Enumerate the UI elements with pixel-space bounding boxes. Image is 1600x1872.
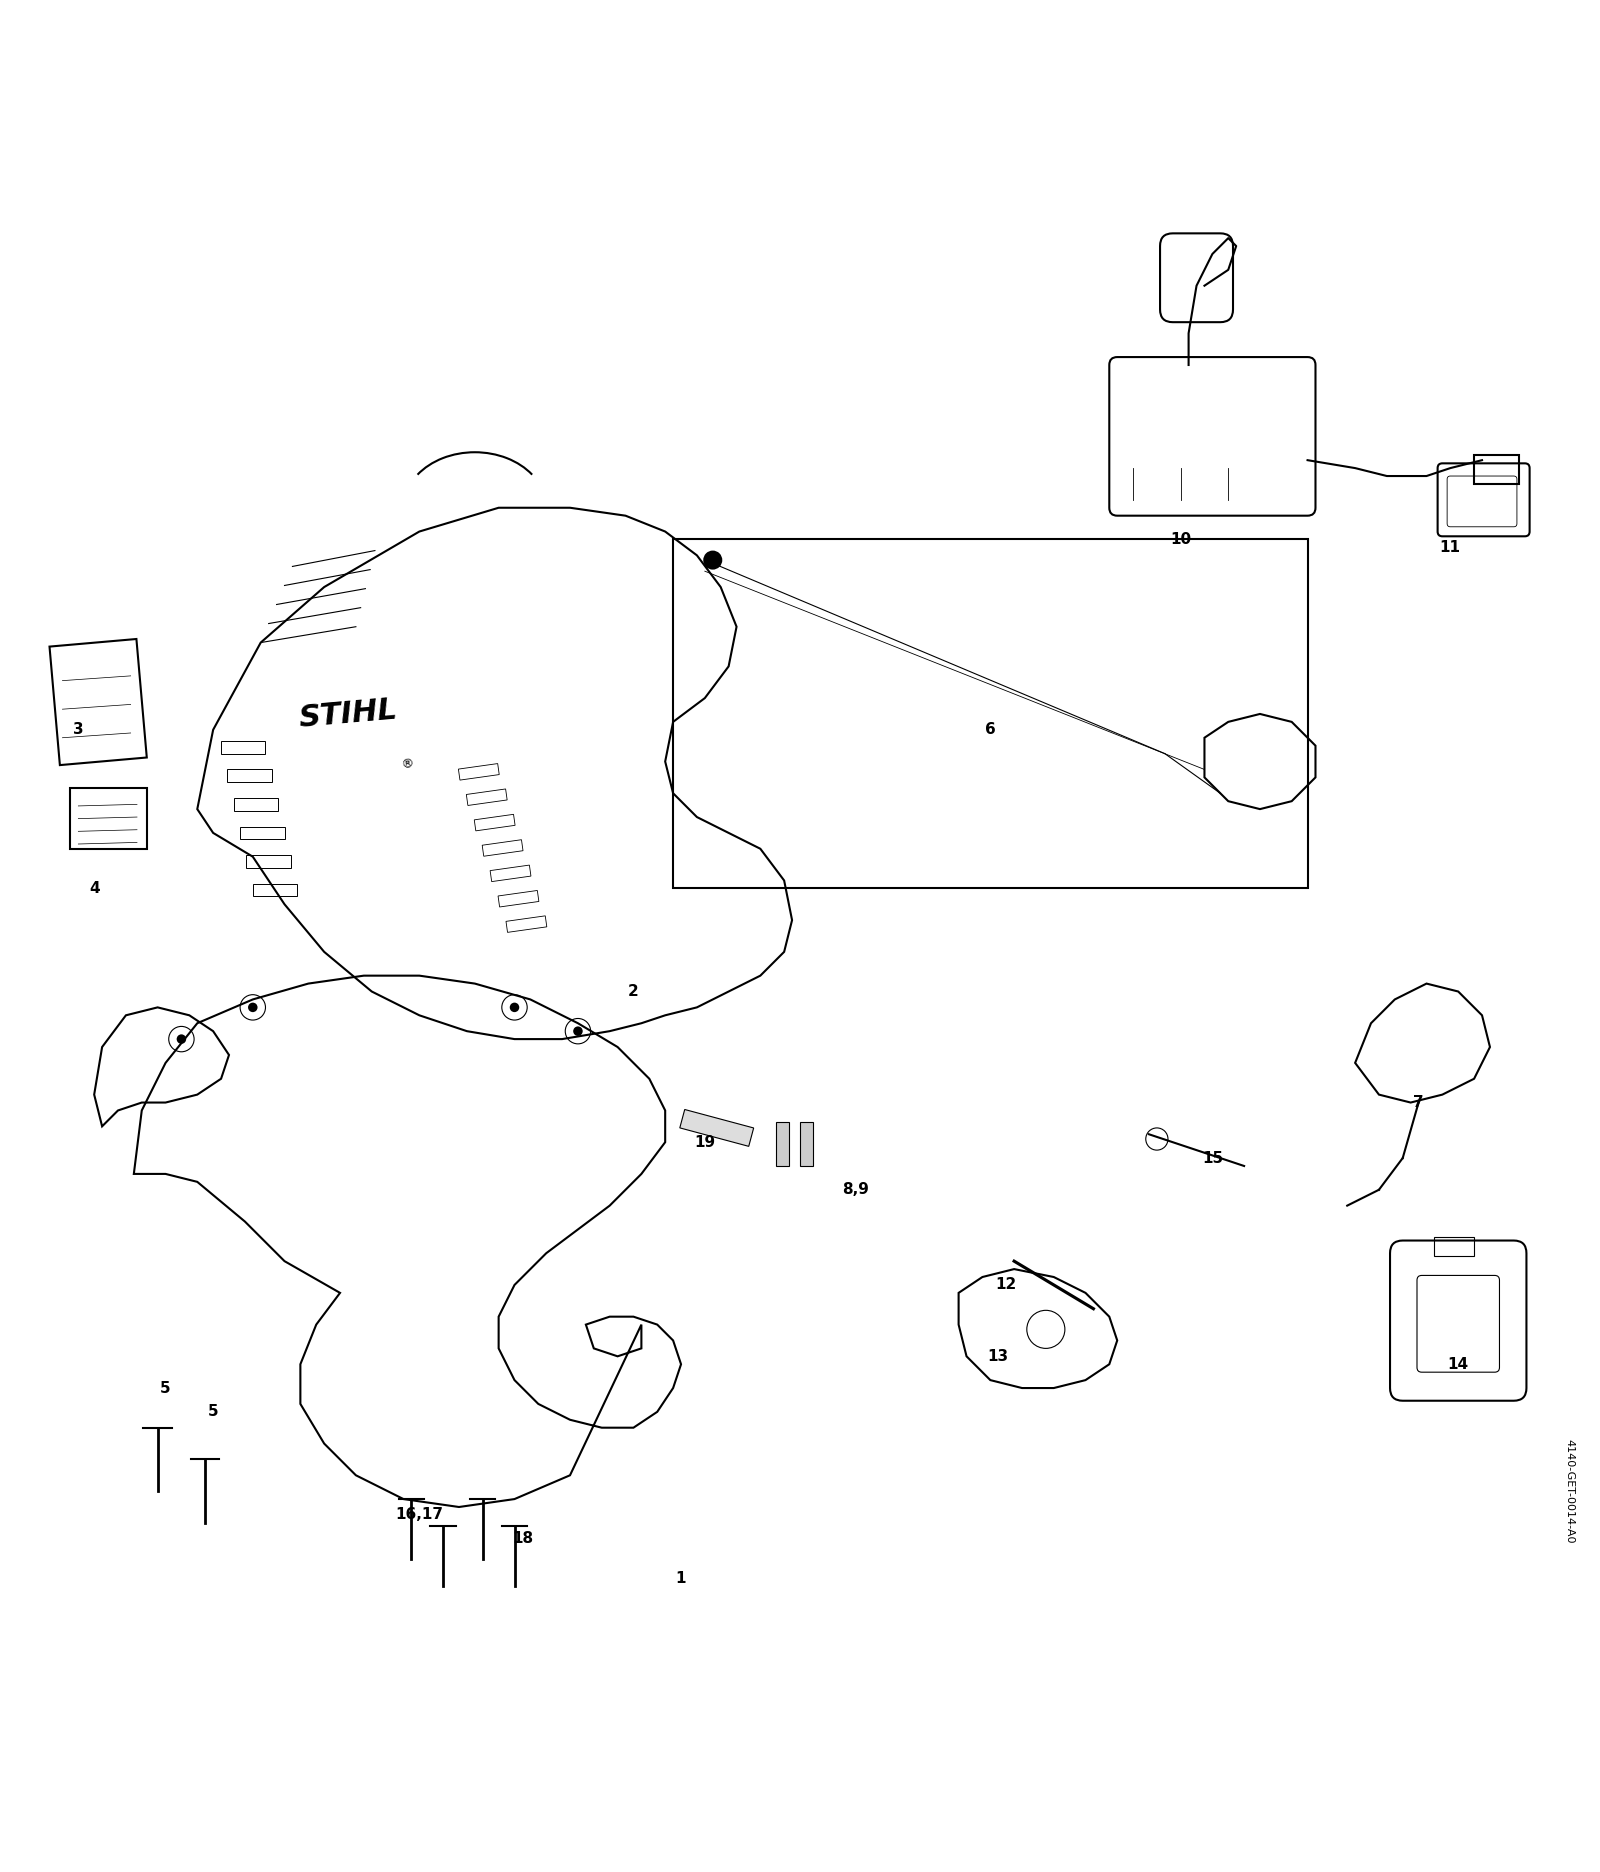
Text: ®: ® bbox=[400, 756, 414, 771]
Circle shape bbox=[510, 1003, 520, 1013]
Bar bbox=[70, 788, 147, 848]
Text: STIHL: STIHL bbox=[298, 695, 398, 732]
Text: 4: 4 bbox=[90, 882, 99, 897]
Circle shape bbox=[176, 1035, 186, 1045]
Bar bbox=[1435, 1237, 1474, 1256]
Text: 4140-GET-0014-A0: 4140-GET-0014-A0 bbox=[1565, 1440, 1574, 1543]
Polygon shape bbox=[680, 1110, 754, 1146]
Text: 15: 15 bbox=[1202, 1151, 1222, 1166]
Text: 11: 11 bbox=[1440, 539, 1461, 554]
Text: 14: 14 bbox=[1448, 1357, 1469, 1372]
Text: 3: 3 bbox=[74, 723, 83, 738]
Circle shape bbox=[248, 1003, 258, 1013]
Text: 5: 5 bbox=[160, 1380, 171, 1395]
Text: 16,17: 16,17 bbox=[395, 1507, 443, 1522]
Text: 10: 10 bbox=[1170, 532, 1192, 547]
Text: 19: 19 bbox=[694, 1134, 715, 1149]
Circle shape bbox=[573, 1026, 582, 1035]
Circle shape bbox=[704, 550, 722, 569]
Text: 6: 6 bbox=[986, 723, 995, 738]
Text: 13: 13 bbox=[987, 1350, 1010, 1365]
Bar bbox=[1474, 455, 1518, 485]
Text: 12: 12 bbox=[995, 1277, 1018, 1292]
Text: 2: 2 bbox=[629, 985, 638, 1000]
Bar bbox=[674, 539, 1307, 889]
Text: 8,9: 8,9 bbox=[842, 1183, 869, 1198]
Text: 18: 18 bbox=[512, 1531, 533, 1546]
Text: 1: 1 bbox=[675, 1571, 686, 1586]
Text: 7: 7 bbox=[1413, 1095, 1424, 1110]
Bar bbox=[776, 1121, 789, 1166]
Text: 5: 5 bbox=[208, 1404, 219, 1419]
Bar bbox=[800, 1121, 813, 1166]
